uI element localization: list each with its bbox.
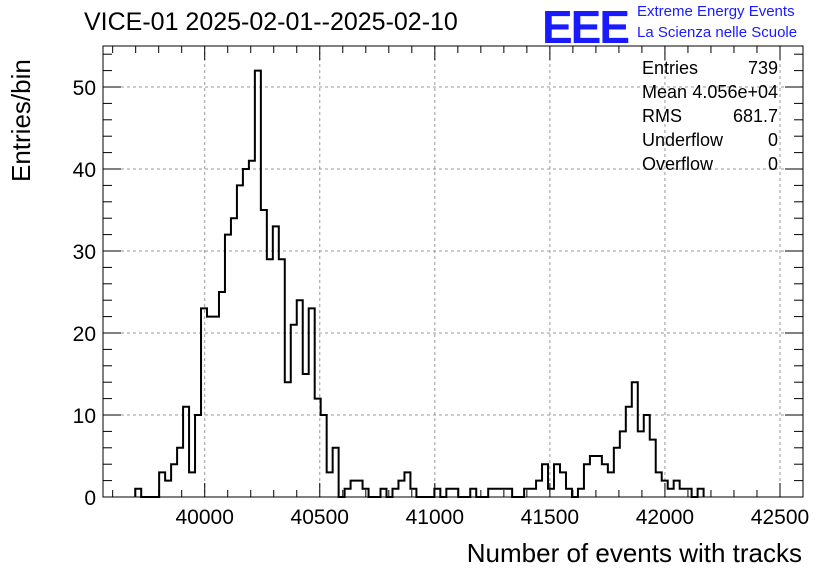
eee-logo: EEE (542, 1, 630, 53)
y-axis-label: Entries/bin (6, 59, 36, 182)
histogram-bin (231, 218, 237, 497)
histogram-bin (189, 472, 195, 497)
histogram-bin (680, 489, 686, 497)
logo-line-1: Extreme Energy Events (637, 3, 795, 20)
histogram-bin (165, 481, 171, 497)
stat-row-overflow: Overflow 0 (640, 154, 780, 178)
y-tick-label: 10 (73, 405, 96, 428)
stat-row-rms: RMS 681.7 (640, 106, 780, 130)
x-tick-label: 42000 (636, 506, 694, 529)
x-tick-label: 41000 (406, 506, 464, 529)
histogram-bin (213, 317, 219, 497)
histogram-bin (494, 489, 500, 497)
x-tick-label: 42500 (751, 506, 809, 529)
x-tick-label: 41500 (521, 506, 579, 529)
stats-box: Entries 739 Mean 4.056e+04 RMS 681.7 Und… (640, 58, 780, 178)
histogram-bin (668, 489, 674, 497)
logo-line-2: La Scienza nelle Scuole (637, 24, 798, 41)
histogram-bin (267, 259, 273, 497)
stat-label: Entries (642, 58, 699, 78)
stat-label: Overflow (642, 154, 714, 174)
x-tick-label: 40500 (291, 506, 349, 529)
y-tick-label: 40 (73, 159, 96, 182)
histogram-bin (207, 317, 213, 497)
stat-row-mean: Mean 4.056e+04 (640, 82, 780, 106)
stat-row-entries: Entries 739 (640, 58, 780, 82)
stat-row-underflow: Underflow 0 (640, 130, 780, 154)
x-axis-label: Number of events with tracks (466, 538, 802, 568)
y-tick-label: 0 (84, 487, 96, 510)
histogram-series-line (134, 69, 705, 498)
y-tick-label: 50 (73, 77, 96, 100)
histogram-bin (500, 489, 506, 497)
stat-label: RMS (642, 106, 682, 126)
histogram-bin (249, 161, 255, 497)
chart-title: VICE-01 2025-02-01--2025-02-10 (84, 8, 458, 36)
stat-label: Underflow (642, 130, 724, 150)
histogram-bin (327, 472, 333, 497)
stat-value: 681.7 (732, 106, 778, 126)
histogram-bin (530, 489, 536, 497)
plot-frame (102, 45, 804, 498)
histogram-bin (548, 489, 554, 497)
histogram-bin (303, 374, 309, 497)
stat-value: 739 (747, 58, 778, 78)
histogram-bin (219, 292, 225, 497)
histogram-bin (608, 472, 614, 497)
histogram-bin (237, 185, 243, 497)
histogram-bin (638, 431, 644, 497)
stat-value: 0 (767, 154, 778, 174)
stat-value: 0 (767, 130, 778, 150)
stat-value: 4.056e+04 (692, 82, 778, 102)
x-tick-label: 40000 (176, 506, 234, 529)
stat-label: Mean (642, 82, 688, 102)
y-tick-label: 30 (73, 241, 96, 264)
y-tick-label: 20 (73, 323, 96, 346)
histogram-bin (285, 382, 291, 497)
histogram-bin (273, 226, 279, 497)
